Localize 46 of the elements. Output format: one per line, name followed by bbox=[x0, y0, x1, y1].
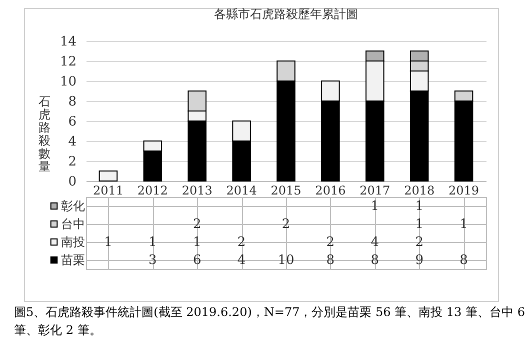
data-label: 2 bbox=[237, 235, 246, 250]
legend-label: 彰化 bbox=[61, 199, 85, 213]
y-tick-label: 14 bbox=[60, 34, 76, 50]
x-tick-label: 2014 bbox=[226, 184, 258, 198]
data-label: 8 bbox=[326, 253, 335, 268]
data-label: 2 bbox=[415, 235, 424, 250]
x-tick-label: 2016 bbox=[315, 184, 346, 198]
x-tick-label: 2018 bbox=[404, 184, 435, 198]
y-tick-label: 12 bbox=[60, 54, 76, 70]
data-label: 1 bbox=[148, 235, 157, 250]
data-label: 1 bbox=[104, 235, 112, 250]
y-axis-title: 石虎路殺數量 bbox=[38, 94, 50, 174]
x-tick-label: 2013 bbox=[182, 184, 212, 198]
y-tick-label: 2 bbox=[68, 154, 76, 170]
data-label: 2 bbox=[192, 217, 202, 232]
data-label: 6 bbox=[192, 253, 202, 268]
x-tick-label: 2017 bbox=[360, 184, 390, 198]
legend-label: 台中 bbox=[61, 217, 85, 231]
data-label: 4 bbox=[237, 253, 246, 268]
x-tick-label: 2019 bbox=[448, 184, 480, 198]
y-tick-label: 6 bbox=[68, 114, 76, 130]
y-tick-label: 10 bbox=[60, 74, 76, 90]
x-tick-label: 2015 bbox=[270, 184, 302, 198]
data-label: 8 bbox=[460, 253, 468, 268]
data-label: 1 bbox=[415, 199, 424, 214]
data-label: 1 bbox=[415, 217, 424, 232]
legend-label: 南投 bbox=[61, 235, 85, 249]
data-label: 9 bbox=[415, 253, 424, 268]
y-tick-label: 4 bbox=[68, 134, 76, 150]
caption: 圖5、石虎路殺事件統計圖(截至 2019.6.20)，N=77，分別是苗栗 56 筆、南投 13 筆、台中 6 筆、彰化 2 筆。 bbox=[14, 304, 526, 339]
data-label: 1 bbox=[370, 199, 380, 214]
data-label: 4 bbox=[370, 235, 380, 250]
x-tick-label: 2011 bbox=[92, 184, 124, 198]
data-label: 2 bbox=[326, 235, 335, 250]
data-label: 8 bbox=[370, 253, 380, 268]
data-label: 3 bbox=[148, 253, 157, 268]
chart-title: 各縣市石虎路殺歷年累計圖 bbox=[214, 7, 358, 21]
data-label: 2 bbox=[282, 217, 290, 232]
legend-label: 苗栗 bbox=[61, 253, 85, 267]
x-tick-label: 2012 bbox=[137, 184, 168, 198]
y-tick-label: 0 bbox=[68, 174, 76, 190]
data-label: 10 bbox=[278, 253, 294, 268]
data-label: 1 bbox=[192, 235, 202, 250]
y-tick-label: 8 bbox=[68, 94, 76, 110]
bar bbox=[98, 170, 118, 182]
data-label: 1 bbox=[460, 217, 468, 232]
